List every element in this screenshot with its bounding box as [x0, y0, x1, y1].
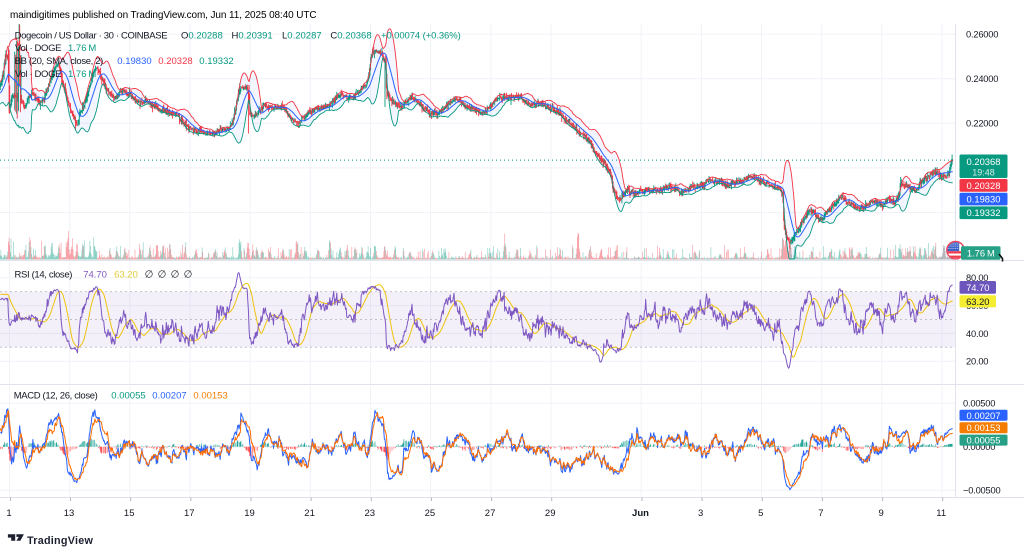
- svg-text:+0.00074 (+0.36%): +0.00074 (+0.36%): [381, 31, 461, 42]
- svg-text:0.00153: 0.00153: [967, 422, 1001, 433]
- svg-text:0.20368: 0.20368: [967, 156, 1001, 167]
- svg-text:9: 9: [878, 508, 883, 519]
- svg-text:11: 11: [936, 508, 946, 519]
- svg-text:63.20: 63.20: [966, 296, 989, 307]
- svg-text:25: 25: [425, 508, 436, 519]
- svg-text:∅: ∅: [158, 270, 167, 281]
- svg-text:∅: ∅: [145, 270, 154, 281]
- svg-text:27: 27: [485, 508, 496, 519]
- svg-text:H0.20391: H0.20391: [232, 31, 273, 42]
- svg-text:0.00207: 0.00207: [967, 410, 1001, 421]
- svg-text:0.00055: 0.00055: [111, 390, 145, 401]
- svg-text:Vol · DOGE: Vol · DOGE: [15, 43, 61, 54]
- svg-text:0.00055: 0.00055: [967, 435, 1001, 446]
- svg-text:7: 7: [818, 508, 823, 519]
- svg-text:5: 5: [758, 508, 763, 519]
- svg-text:Jun: Jun: [632, 508, 649, 519]
- svg-text:0.26000: 0.26000: [966, 30, 998, 40]
- svg-text:0.00000: 0.00000: [963, 442, 995, 452]
- svg-text:maindigitimes published on Tra: maindigitimes published on TradingView.c…: [10, 10, 317, 21]
- svg-text:−0.00500: −0.00500: [963, 486, 1000, 496]
- svg-text:23: 23: [365, 508, 376, 519]
- svg-text:29: 29: [545, 508, 556, 519]
- svg-text:3: 3: [698, 508, 703, 519]
- svg-text:0.19332: 0.19332: [199, 56, 233, 67]
- svg-text:O0.20288: O0.20288: [181, 31, 223, 42]
- svg-text:0.19830: 0.19830: [967, 194, 1001, 205]
- svg-text:BB (20, SMA, close, 2): BB (20, SMA, close, 2): [15, 56, 104, 67]
- svg-text:1.76 M: 1.76 M: [967, 248, 995, 259]
- svg-text:L0.20287: L0.20287: [282, 31, 322, 42]
- svg-text:0.22000: 0.22000: [966, 119, 998, 129]
- svg-text:0.00500: 0.00500: [963, 399, 995, 409]
- svg-text:MACD (12, 26, close): MACD (12, 26, close): [14, 390, 98, 401]
- svg-text:TradingView: TradingView: [27, 535, 94, 547]
- svg-text:20.00: 20.00: [966, 357, 988, 367]
- svg-text:0.24000: 0.24000: [966, 74, 998, 84]
- svg-text:1.76 M: 1.76 M: [68, 69, 96, 80]
- svg-text:0.20328: 0.20328: [967, 180, 1001, 191]
- svg-text:∅: ∅: [184, 270, 193, 281]
- svg-text:1: 1: [6, 508, 11, 519]
- svg-text:1.76 M: 1.76 M: [68, 43, 96, 54]
- svg-text:21: 21: [304, 508, 315, 519]
- svg-text:40.00: 40.00: [966, 329, 988, 339]
- svg-text:0.20328: 0.20328: [158, 56, 192, 67]
- svg-text:0.00153: 0.00153: [193, 390, 227, 401]
- svg-text:63.20: 63.20: [114, 269, 138, 280]
- svg-text:19: 19: [244, 508, 255, 519]
- svg-text:0.19332: 0.19332: [967, 207, 1001, 218]
- svg-text:0.00207: 0.00207: [152, 390, 186, 401]
- svg-text:17: 17: [184, 508, 195, 519]
- svg-text:74.70: 74.70: [966, 282, 989, 293]
- svg-text:Vol · DOGE: Vol · DOGE: [15, 69, 61, 80]
- svg-text:13: 13: [64, 508, 75, 519]
- svg-text:74.70: 74.70: [83, 269, 107, 280]
- svg-text:15: 15: [124, 508, 135, 519]
- svg-text:Dogecoin / US Dollar · 30 · CO: Dogecoin / US Dollar · 30 · COINBASE: [15, 31, 168, 42]
- svg-text:0.19830: 0.19830: [117, 56, 151, 67]
- svg-text:19:48: 19:48: [972, 167, 995, 177]
- svg-text:80.00: 80.00: [966, 273, 988, 283]
- svg-text:C0.20368: C0.20368: [330, 31, 371, 42]
- svg-text:∅: ∅: [171, 270, 180, 281]
- svg-text:RSI (14, close): RSI (14, close): [15, 269, 73, 280]
